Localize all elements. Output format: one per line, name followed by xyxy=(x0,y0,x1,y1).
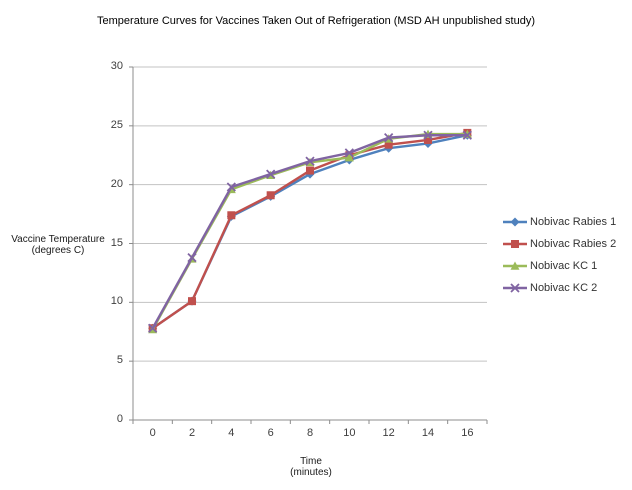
y-axis-title: Vaccine Temperature (degrees C) xyxy=(8,234,108,256)
data-point-nobivac-kc-2-t10 xyxy=(344,148,354,158)
data-point-nobivac-rabies-2-t2 xyxy=(188,297,196,306)
data-point-nobivac-kc-2-t0 xyxy=(148,323,158,333)
data-point-nobivac-rabies-2-t14 xyxy=(424,135,432,144)
series-lines xyxy=(148,128,472,334)
data-point-nobivac-kc-2-t8 xyxy=(305,156,315,166)
axes xyxy=(129,66,488,424)
legend-marker-x-icon xyxy=(510,283,520,293)
data-point-nobivac-rabies-2-t8 xyxy=(306,166,314,175)
legend-marker-square-icon xyxy=(511,240,519,248)
x-tick-label-16: 16 xyxy=(461,427,474,439)
data-point-nobivac-kc-2-t14 xyxy=(423,130,433,140)
legend-marker-diamond-icon xyxy=(510,217,520,227)
y-tick-label-0: 0 xyxy=(116,413,123,425)
gridlines xyxy=(133,66,487,362)
x-tick-label-8: 8 xyxy=(306,427,314,439)
data-point-nobivac-rabies-2-t4 xyxy=(227,211,236,220)
y-tick-label-20: 20 xyxy=(110,177,123,190)
data-point-nobivac-kc-2-t12 xyxy=(384,132,394,143)
legend: Nobivac Rabies 1 Nobivac Rabies 2 Nobivac … xyxy=(503,211,616,299)
y-axis-title-line1: Vaccine Temperature xyxy=(11,234,105,245)
legend-label: Nobivac Rabies 1 xyxy=(530,216,617,228)
legend-label: Nobivac KC 2 xyxy=(530,282,598,294)
y-tick-label-5: 5 xyxy=(116,354,123,367)
legend-label: Nobivac Rabies 2 xyxy=(530,238,617,250)
y-tick-label-10: 10 xyxy=(110,295,123,308)
legend-swatch-x-icon xyxy=(503,283,527,293)
x-axis-title-line1: Time xyxy=(300,456,322,467)
chart-title: Temperature Curves for Vaccines Taken Ou… xyxy=(97,15,535,27)
legend-item-nobivac-kc-1: Nobivac KC 1 xyxy=(503,255,616,277)
data-point-nobivac-kc-2-t16 xyxy=(462,130,472,140)
data-point-nobivac-kc-2-t2 xyxy=(187,252,197,263)
y-tick-label-15: 15 xyxy=(110,236,123,249)
legend-marker-triangle-icon xyxy=(510,261,520,270)
data-point-nobivac-kc-1-t10 xyxy=(344,153,354,162)
x-tick-label-0: 0 xyxy=(149,427,156,439)
legend-swatch-diamond-icon xyxy=(503,217,527,227)
legend-item-nobivac-rabies-2: Nobivac Rabies 2 xyxy=(503,233,616,255)
x-tick-label-10: 10 xyxy=(343,427,356,439)
y-tick-label-25: 25 xyxy=(110,118,123,131)
x-tick-label-4: 4 xyxy=(228,427,235,439)
legend-swatch-triangle-icon xyxy=(503,261,527,270)
legend-label: Nobivac KC 1 xyxy=(530,260,598,272)
y-tick-label-30: 30 xyxy=(110,60,123,72)
legend-item-nobivac-kc-2: Nobivac KC 2 xyxy=(503,277,616,299)
y-axis-title-line2: (degrees C) xyxy=(31,245,85,256)
legend-swatch-square-icon xyxy=(503,240,527,248)
data-point-nobivac-rabies-2-t6 xyxy=(266,191,275,200)
x-axis-title: Time (minutes) xyxy=(261,456,361,478)
x-tick-label-6: 6 xyxy=(267,427,274,439)
legend-item-nobivac-rabies-1: Nobivac Rabies 1 xyxy=(503,211,616,233)
x-axis-title-line2: (minutes) xyxy=(290,467,332,478)
data-point-nobivac-kc-2-t6 xyxy=(266,169,276,179)
data-point-nobivac-rabies-2-t12 xyxy=(384,140,393,149)
x-tick-label-12: 12 xyxy=(382,427,395,439)
x-tick-label-14: 14 xyxy=(421,427,435,439)
x-tick-label-2: 2 xyxy=(188,427,196,439)
data-point-nobivac-kc-2-t4 xyxy=(226,182,236,192)
